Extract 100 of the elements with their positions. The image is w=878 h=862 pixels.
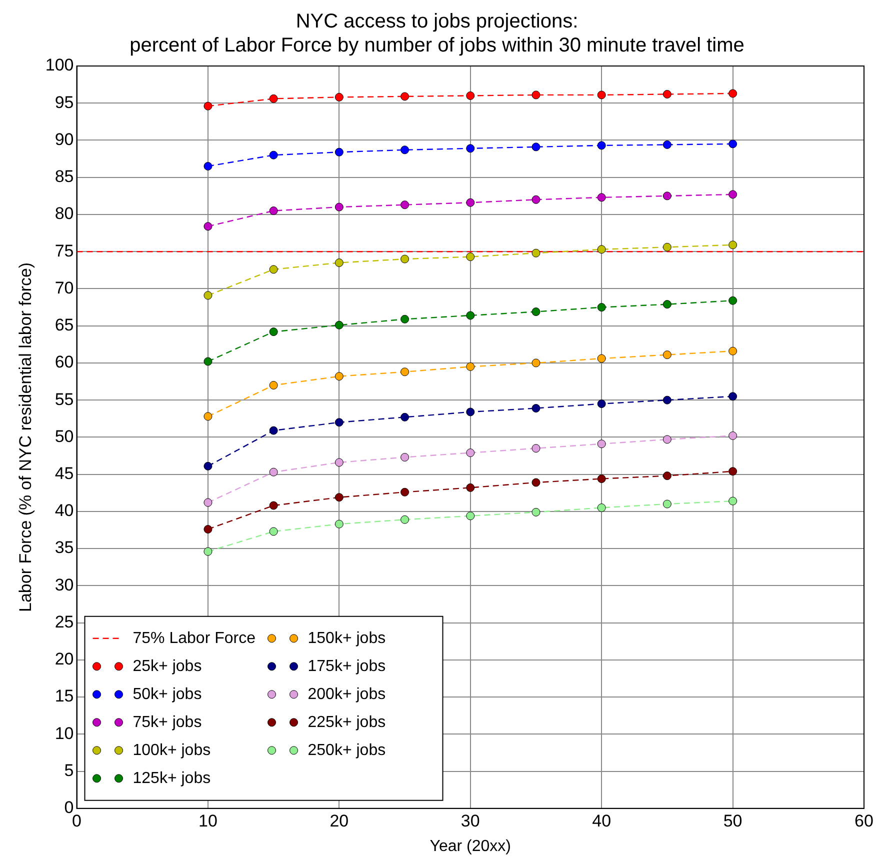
point — [269, 426, 278, 435]
y-tick-label: 90 — [54, 130, 74, 149]
point — [204, 498, 212, 507]
point — [400, 412, 410, 422]
y-tick-label: 35 — [54, 538, 74, 558]
point — [466, 311, 475, 320]
point — [204, 412, 212, 421]
point — [532, 307, 540, 316]
point — [532, 90, 540, 100]
point — [662, 396, 672, 404]
x-tick-label: 40 — [592, 811, 612, 830]
point — [334, 418, 344, 427]
y-tick-label: 60 — [54, 352, 74, 372]
point — [728, 392, 738, 401]
x-tick-label: 60 — [854, 811, 874, 830]
legend-label: 50k+ jobs — [132, 686, 202, 703]
y-tick-label: 30 — [54, 575, 74, 594]
point — [269, 380, 278, 390]
point — [204, 162, 212, 170]
point — [269, 150, 278, 160]
point — [532, 358, 540, 368]
point — [728, 346, 738, 356]
legend-label: 250k+ jobs — [308, 742, 386, 759]
point — [269, 265, 278, 274]
point — [597, 141, 606, 150]
x-tick-label: 10 — [198, 811, 218, 830]
point — [466, 448, 475, 458]
y-tick-label: 65 — [54, 316, 74, 335]
y-tick-label: 0 — [64, 798, 74, 818]
legend-label: 150k+ jobs — [308, 630, 386, 647]
point — [204, 102, 212, 110]
legend-label: 225k+ jobs — [308, 714, 386, 731]
point — [662, 140, 672, 149]
legend-label: 75% Labor Force — [132, 630, 256, 647]
point — [728, 431, 738, 440]
text: NYC access to jobs projections: — [296, 10, 578, 33]
y-tick-label: 5 — [64, 760, 74, 780]
point — [269, 206, 278, 216]
point — [466, 198, 475, 207]
point — [204, 462, 212, 470]
point — [662, 90, 672, 98]
point — [400, 254, 410, 264]
point — [662, 435, 672, 444]
point — [728, 89, 738, 98]
point — [466, 483, 475, 492]
point — [334, 148, 344, 156]
point — [466, 144, 475, 153]
point — [334, 372, 344, 381]
legend-label: 25k+ jobs — [132, 658, 202, 675]
y-tick-label: 15 — [54, 686, 74, 706]
point — [662, 500, 672, 508]
point — [400, 488, 410, 496]
point — [269, 468, 278, 476]
point — [334, 493, 344, 502]
point — [400, 146, 410, 154]
point — [532, 444, 540, 453]
point — [400, 368, 410, 376]
point — [532, 195, 540, 204]
y-tick-label: 55 — [54, 390, 74, 409]
legend-label: 100k+ jobs — [132, 742, 211, 759]
point — [269, 527, 278, 536]
point — [204, 291, 212, 300]
point — [532, 404, 540, 412]
y-tick-label: 75 — [54, 241, 74, 260]
point — [597, 440, 606, 448]
point — [334, 258, 344, 267]
y-tick-label: 20 — [54, 650, 74, 669]
point — [597, 503, 606, 512]
x-axis-title: Year (20xx) — [430, 838, 511, 855]
point — [662, 472, 672, 480]
y-tick-label: 40 — [54, 501, 74, 520]
point — [597, 400, 606, 408]
point — [662, 300, 672, 309]
y-tick-label: 10 — [54, 724, 74, 743]
point — [400, 314, 410, 324]
point — [334, 202, 344, 212]
point — [662, 192, 672, 200]
legend-label: 75k+ jobs — [132, 714, 202, 731]
point — [466, 91, 475, 100]
legend-label: 125k+ jobs — [132, 770, 211, 787]
point — [334, 520, 344, 528]
point — [204, 357, 212, 366]
point — [269, 501, 278, 510]
point — [728, 467, 738, 476]
point — [334, 320, 344, 330]
point — [728, 296, 738, 305]
point — [597, 193, 606, 202]
point — [334, 92, 344, 102]
point — [466, 512, 475, 520]
point — [532, 248, 540, 258]
point — [662, 350, 672, 360]
point — [334, 458, 344, 467]
y-tick-label: 80 — [54, 204, 74, 224]
point — [466, 408, 475, 416]
point — [400, 452, 410, 462]
point — [400, 515, 410, 524]
point — [466, 362, 475, 371]
point — [662, 242, 672, 252]
point — [532, 478, 540, 487]
point — [269, 328, 278, 336]
